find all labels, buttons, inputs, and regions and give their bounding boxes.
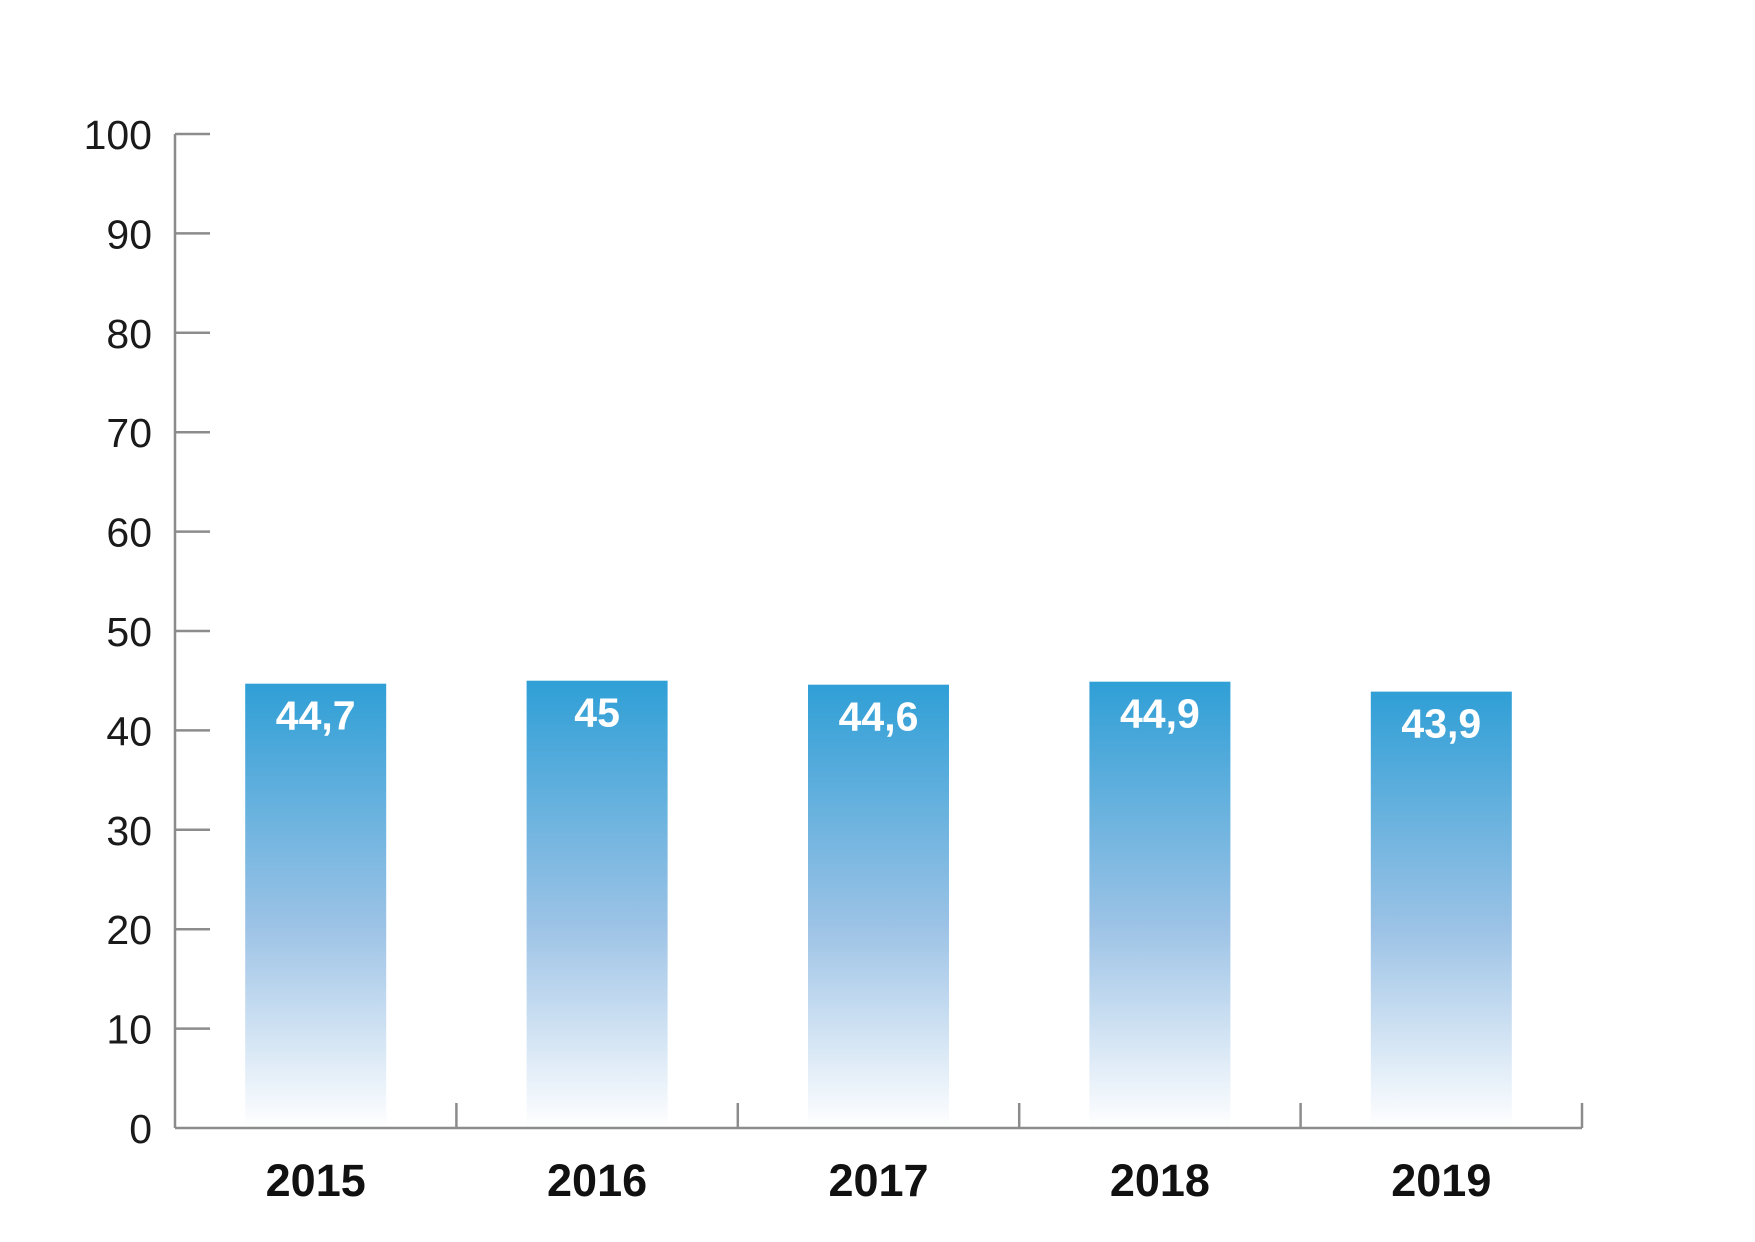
- y-tick-label-100: 100: [84, 112, 152, 158]
- axes-layer: [173, 132, 1584, 1130]
- y-tick-label-30: 30: [106, 808, 152, 854]
- bar-2018: [1089, 681, 1231, 1128]
- value-label-2015: 44,7: [276, 693, 356, 739]
- y-tick-label-40: 40: [106, 708, 152, 754]
- value-label-2018: 44,9: [1120, 691, 1200, 737]
- bars-layer: [245, 680, 1512, 1128]
- bar-2017: [808, 684, 949, 1128]
- category-label-2018: 2018: [1110, 1155, 1210, 1206]
- y-tick-label-70: 70: [106, 410, 152, 456]
- y-tick-label-50: 50: [106, 609, 152, 655]
- category-label-2016: 2016: [547, 1155, 647, 1206]
- bar-2019: [1370, 691, 1512, 1128]
- y-tick-label-20: 20: [106, 907, 152, 953]
- labels-layer: 44,7 2015 45 2016 44,6 2017 44,9 2018 43,9 2019 0 1…: [84, 112, 1492, 1206]
- y-tick-label-10: 10: [106, 1007, 152, 1053]
- bar-2016: [526, 680, 668, 1128]
- y-tick-label-90: 90: [106, 211, 152, 257]
- bar-2015: [245, 683, 387, 1128]
- category-label-2019: 2019: [1391, 1155, 1491, 1206]
- y-tick-label-80: 80: [106, 311, 152, 357]
- y-tick-label-60: 60: [106, 510, 152, 556]
- category-label-2017: 2017: [828, 1155, 928, 1206]
- y-tick-label-0: 0: [129, 1106, 152, 1152]
- category-label-2015: 2015: [266, 1155, 366, 1206]
- value-label-2016: 45: [574, 690, 620, 736]
- value-label-2017: 44,6: [839, 694, 919, 740]
- value-label-2019: 43,9: [1401, 701, 1481, 747]
